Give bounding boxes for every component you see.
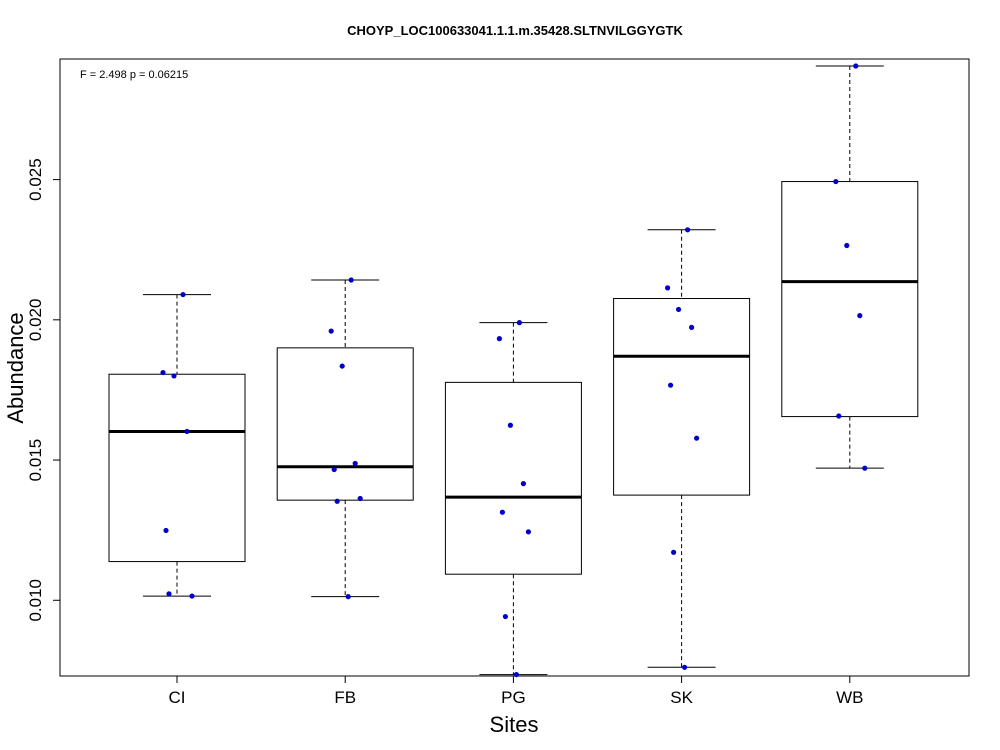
iqr-box: [276, 347, 414, 501]
data-point: [507, 422, 513, 428]
data-point: [513, 671, 520, 678]
data-point: [671, 549, 677, 555]
iqr-box: [444, 381, 582, 575]
data-point: [166, 591, 172, 597]
data-point: [689, 324, 695, 330]
iqr-box: [781, 181, 919, 418]
data-point: [496, 336, 502, 342]
data-point: [345, 594, 351, 600]
data-point: [833, 178, 839, 185]
box-group-fb: [276, 277, 414, 600]
data-point: [352, 460, 358, 467]
data-point: [331, 466, 337, 473]
box-group-sk: [613, 227, 751, 670]
y-tick-label: 0.025: [26, 158, 45, 201]
x-axis: CI FB PG SK WB: [169, 676, 863, 707]
x-tick-label: CI: [169, 688, 186, 707]
data-point: [328, 328, 334, 334]
x-axis-label: Sites: [490, 712, 539, 737]
data-point: [180, 291, 186, 298]
plot-frame: [59, 58, 970, 677]
box-group-pg: [444, 320, 582, 678]
data-point: [520, 481, 527, 487]
data-point: [685, 227, 691, 233]
data-point: [189, 593, 195, 599]
data-point: [516, 320, 523, 326]
data-point: [862, 465, 868, 471]
y-tick-label: 0.010: [26, 579, 45, 622]
data-point: [184, 428, 190, 435]
data-point: [348, 277, 354, 283]
data-point: [334, 498, 340, 504]
box-group-ci: [108, 291, 246, 599]
y-axis-label: Abundance: [3, 312, 28, 423]
x-tick-label: WB: [836, 688, 863, 707]
data-point: [160, 369, 166, 376]
data-point: [499, 509, 505, 515]
iqr-box: [108, 373, 246, 563]
data-point: [844, 242, 850, 249]
data-point: [853, 63, 859, 69]
data-point: [836, 413, 842, 419]
data-point: [665, 285, 671, 291]
data-point: [668, 382, 674, 388]
x-tick-label: FB: [334, 688, 356, 707]
data-point: [525, 529, 532, 535]
data-point: [171, 373, 177, 379]
data-point: [163, 527, 169, 534]
y-tick-label: 0.020: [26, 299, 45, 342]
chart-title: CHOYP_LOC100633041.1.1.m.35428.SLTNVILGG…: [347, 23, 683, 38]
data-point: [502, 613, 508, 620]
x-tick-label: SK: [670, 688, 693, 707]
y-tick-label: 0.015: [26, 439, 45, 482]
x-tick-label: PG: [501, 688, 526, 707]
data-point: [339, 363, 345, 369]
data-point: [857, 313, 863, 319]
y-axis: 0.010 0.015 0.020 0.025: [26, 158, 60, 622]
data-point: [357, 495, 363, 502]
data-point: [676, 306, 682, 313]
data-point: [682, 664, 688, 670]
iqr-box: [613, 298, 751, 496]
boxes-layer: [108, 63, 919, 678]
box-group-wb: [781, 63, 919, 471]
data-point: [694, 435, 700, 441]
stat-annotation: F = 2.498 p = 0.06215: [80, 69, 188, 81]
